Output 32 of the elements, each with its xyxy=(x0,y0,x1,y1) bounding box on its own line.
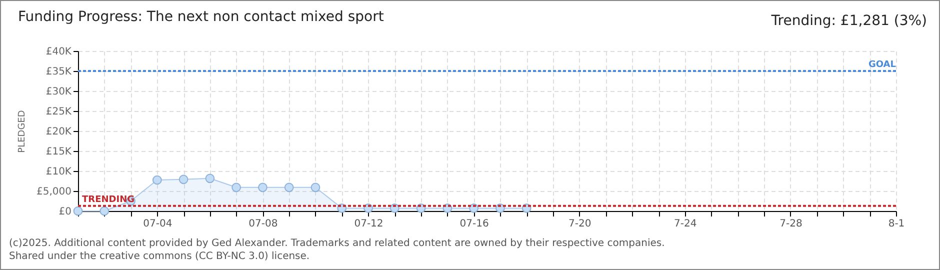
x-tick-label: 7-28 xyxy=(780,218,802,230)
y-tick-label: £15K xyxy=(46,146,72,158)
x-tick-label: 07-08 xyxy=(248,218,278,230)
chart-title: Funding Progress: The next non contact mixed sport xyxy=(18,9,384,25)
y-tick-label: £0 xyxy=(58,206,72,218)
y-tick-label: £30K xyxy=(46,86,72,98)
point xyxy=(310,182,320,192)
point xyxy=(205,174,215,184)
x-tick-label: 7-24 xyxy=(674,218,697,230)
y-tick-label: £5,000 xyxy=(36,186,72,198)
point xyxy=(284,182,294,192)
y-tick-label: £40K xyxy=(46,46,72,58)
y-tick-label: £25K xyxy=(46,106,72,118)
y-tick-label: £20K xyxy=(46,126,72,138)
x-tick-label: 07-16 xyxy=(460,218,489,230)
point xyxy=(178,174,188,184)
point xyxy=(100,206,110,216)
x-tick-label: 8-1 xyxy=(888,218,905,230)
text: (c)2025. Additional content provided by Ged Alexander. Trademarks and related content are owned by their respective companies. xyxy=(9,237,665,250)
point xyxy=(258,182,268,192)
ref-line-label: TRENDING xyxy=(82,194,134,205)
chart-subtitle: Trending: £1,281 (3%) xyxy=(771,13,927,29)
point xyxy=(232,182,242,192)
text: Shared under the creative commons (CC BY-NC 3.0) license. xyxy=(9,250,311,263)
x-tick-label: 07-12 xyxy=(354,218,384,230)
y-tick-label: £35K xyxy=(46,66,72,78)
y-tick-label: £10K xyxy=(46,166,72,178)
x-tick-label: 07-04 xyxy=(143,218,172,230)
ref-line-label: GOAL xyxy=(868,60,896,70)
point xyxy=(152,175,162,185)
x-tick-label: 7-20 xyxy=(568,218,592,230)
y-axis-title: PLEDGED xyxy=(18,110,28,153)
